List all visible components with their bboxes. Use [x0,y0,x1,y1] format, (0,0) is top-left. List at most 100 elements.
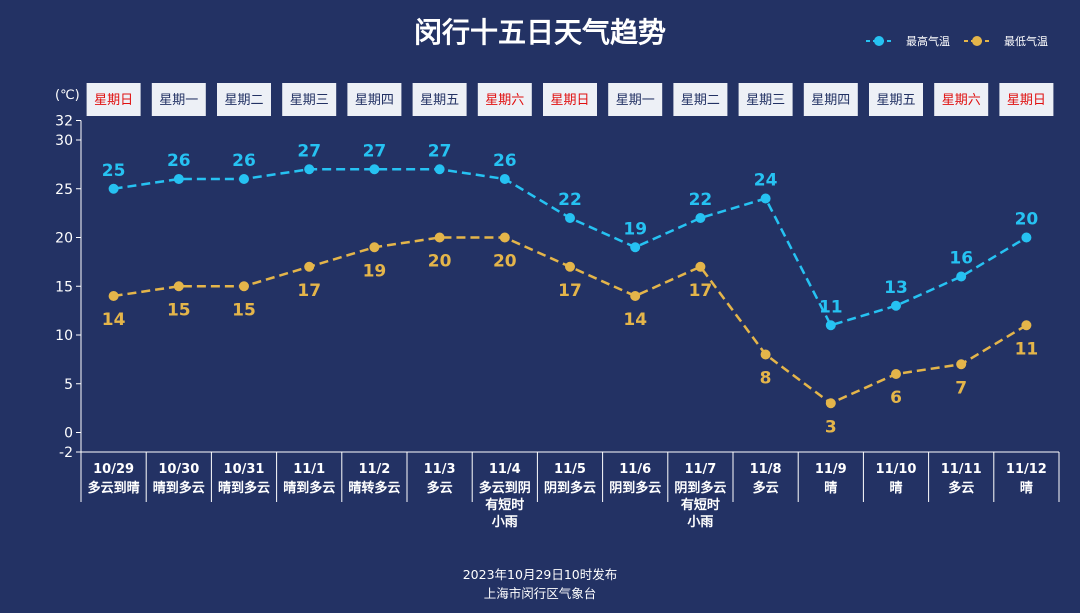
series-1-value-label-0: 14 [102,310,126,330]
series-1-point-6 [499,232,510,243]
series-1-value-label-14: 11 [1015,339,1039,359]
x-axis: 10/29 多云到晴 10/30 晴到多云 10/31 晴到多云 11/1 晴到多云 11/2 晴… [80,451,1060,530]
x-weather-label-1-0: 晴到多云 [153,480,205,496]
series-0-value-label-14: 20 [1015,210,1039,230]
series-1-point-1 [173,281,184,292]
series-0-value-label-12: 13 [884,278,908,298]
x-date-label-5: 11/3 [424,462,456,477]
x-date-label-14: 11/12 [1006,462,1047,477]
y-tick-label-8: 32 [55,114,73,130]
weekday-label-8: 星期一 [616,93,655,108]
series-0-value-label-6: 26 [493,151,517,171]
series-1-point-9 [695,261,706,272]
x-weather-label-14-0: 晴 [1020,480,1033,496]
series-1-point-12 [891,369,901,379]
series-0-value-label-10: 24 [754,171,778,191]
x-weather-label-9-2: 小雨 [687,515,713,530]
series-0-value-label-1: 26 [167,151,191,171]
x-weather-label-12-0: 晴 [889,480,902,496]
y-axis: -2 0 5 10 15 20 25 30 32 [55,114,82,461]
series-0-value-label-2: 26 [232,151,256,171]
series-1-point-14 [1021,320,1032,331]
series-1-value-label-11: 3 [825,417,837,437]
weekday-label-6: 星期六 [485,93,524,108]
series-0-point-11 [825,320,836,331]
series-0-value-label-9: 22 [689,190,713,210]
series-1-point-5 [434,232,445,243]
series-0-point-5 [434,164,445,175]
series-1-value-label-13: 7 [955,378,967,398]
series-1-point-10 [760,349,771,360]
weekday-label-5: 星期五 [420,93,459,108]
x-date-label-10: 11/8 [750,462,782,477]
series-0-point-1 [173,174,184,184]
x-weather-label-10-0: 多云 [753,480,779,496]
weekday-box-6 [477,83,532,116]
x-date-label-3: 11/1 [293,462,325,477]
y-tick-label-3: 10 [55,328,73,344]
weekday-label-3: 星期三 [290,93,329,108]
series-0-value-label-7: 22 [558,190,582,210]
x-weather-label-9-1: 有短时 [681,497,720,513]
weekday-box-11 [803,83,858,116]
x-weather-label-13-0: 多云 [948,480,974,496]
series-0-value-label-5: 27 [428,141,452,161]
weekday-label-1: 星期一 [159,93,198,108]
weekday-row: 星期日 星期一 星期二 星期三 星期四 星期五 星期六 星期日 星期一 星期二 星期三 星期四 星期五 星… [86,83,1054,116]
series-0-point-0 [108,183,119,194]
x-weather-label-7-0: 阴到多云 [544,480,596,496]
series-1-point-7 [565,261,575,272]
x-weather-label-4-0: 晴转多云 [348,480,400,496]
x-weather-label-0-0: 多云到晴 [88,480,140,496]
x-weather-label-2-0: 晴到多云 [218,480,270,496]
weekday-label-14: 星期日 [1007,93,1046,108]
series-0-point-2 [239,174,249,184]
series-1-point-13 [956,359,967,370]
unit-label: (℃) [55,88,80,103]
series-0-point-13 [956,271,967,282]
x-date-label-2: 10/31 [224,462,265,477]
weekday-box-9 [673,83,728,116]
x-date-label-12: 11/10 [876,462,917,477]
y-tick-label-4: 15 [55,279,73,295]
x-weather-label-6-1: 有短时 [485,497,524,513]
weekday-box-14 [999,83,1054,116]
weekday-box-7 [543,83,597,116]
series-0-value-label-3: 27 [297,141,321,161]
series-0-point-12 [891,300,901,311]
x-date-label-1: 10/30 [158,462,199,477]
weekday-box-3 [282,83,337,116]
series-0-value-label-8: 19 [623,219,647,239]
y-tick-label-7: 30 [55,133,73,149]
y-tick-label-5: 20 [55,231,73,247]
weekday-label-10: 星期三 [746,93,785,108]
weekday-label-11: 星期四 [811,93,850,108]
series-0-point-10 [760,193,771,204]
series-1-point-0 [108,291,119,301]
x-weather-label-9-0: 阴到多云 [674,480,726,496]
weekday-box-5 [412,83,467,116]
series-group: 25 26 26 27 27 27 26 22 19 22 24 11 13 16 20 14 15 15 17 19… [102,141,1039,437]
series-1-value-label-6: 20 [493,252,517,272]
series-1-value-label-8: 14 [623,310,647,330]
weekday-label-4: 星期四 [355,93,394,108]
x-weather-label-6-0: 多云到阴 [479,480,531,496]
legend-label-0: 最高气温 [906,34,950,48]
x-weather-label-8-0: 阴到多云 [609,480,661,496]
legend-marker-0 [874,36,884,46]
series-1-value-label-7: 17 [558,281,582,301]
series-1-point-3 [304,261,315,272]
y-tick-label-1: 0 [64,426,73,442]
series-0-point-6 [499,174,510,184]
x-date-label-9: 11/7 [684,462,716,477]
x-weather-label-6-2: 小雨 [492,515,518,530]
weekday-box-8 [608,83,663,116]
series-0-value-label-11: 11 [819,297,843,317]
x-date-label-0: 10/29 [93,462,134,477]
series-0-point-14 [1021,232,1032,243]
x-weather-label-5-0: 多云 [427,480,453,496]
series-1-value-label-4: 19 [363,261,387,281]
weekday-label-13: 星期六 [942,93,981,108]
weekday-label-12: 星期五 [876,93,915,108]
